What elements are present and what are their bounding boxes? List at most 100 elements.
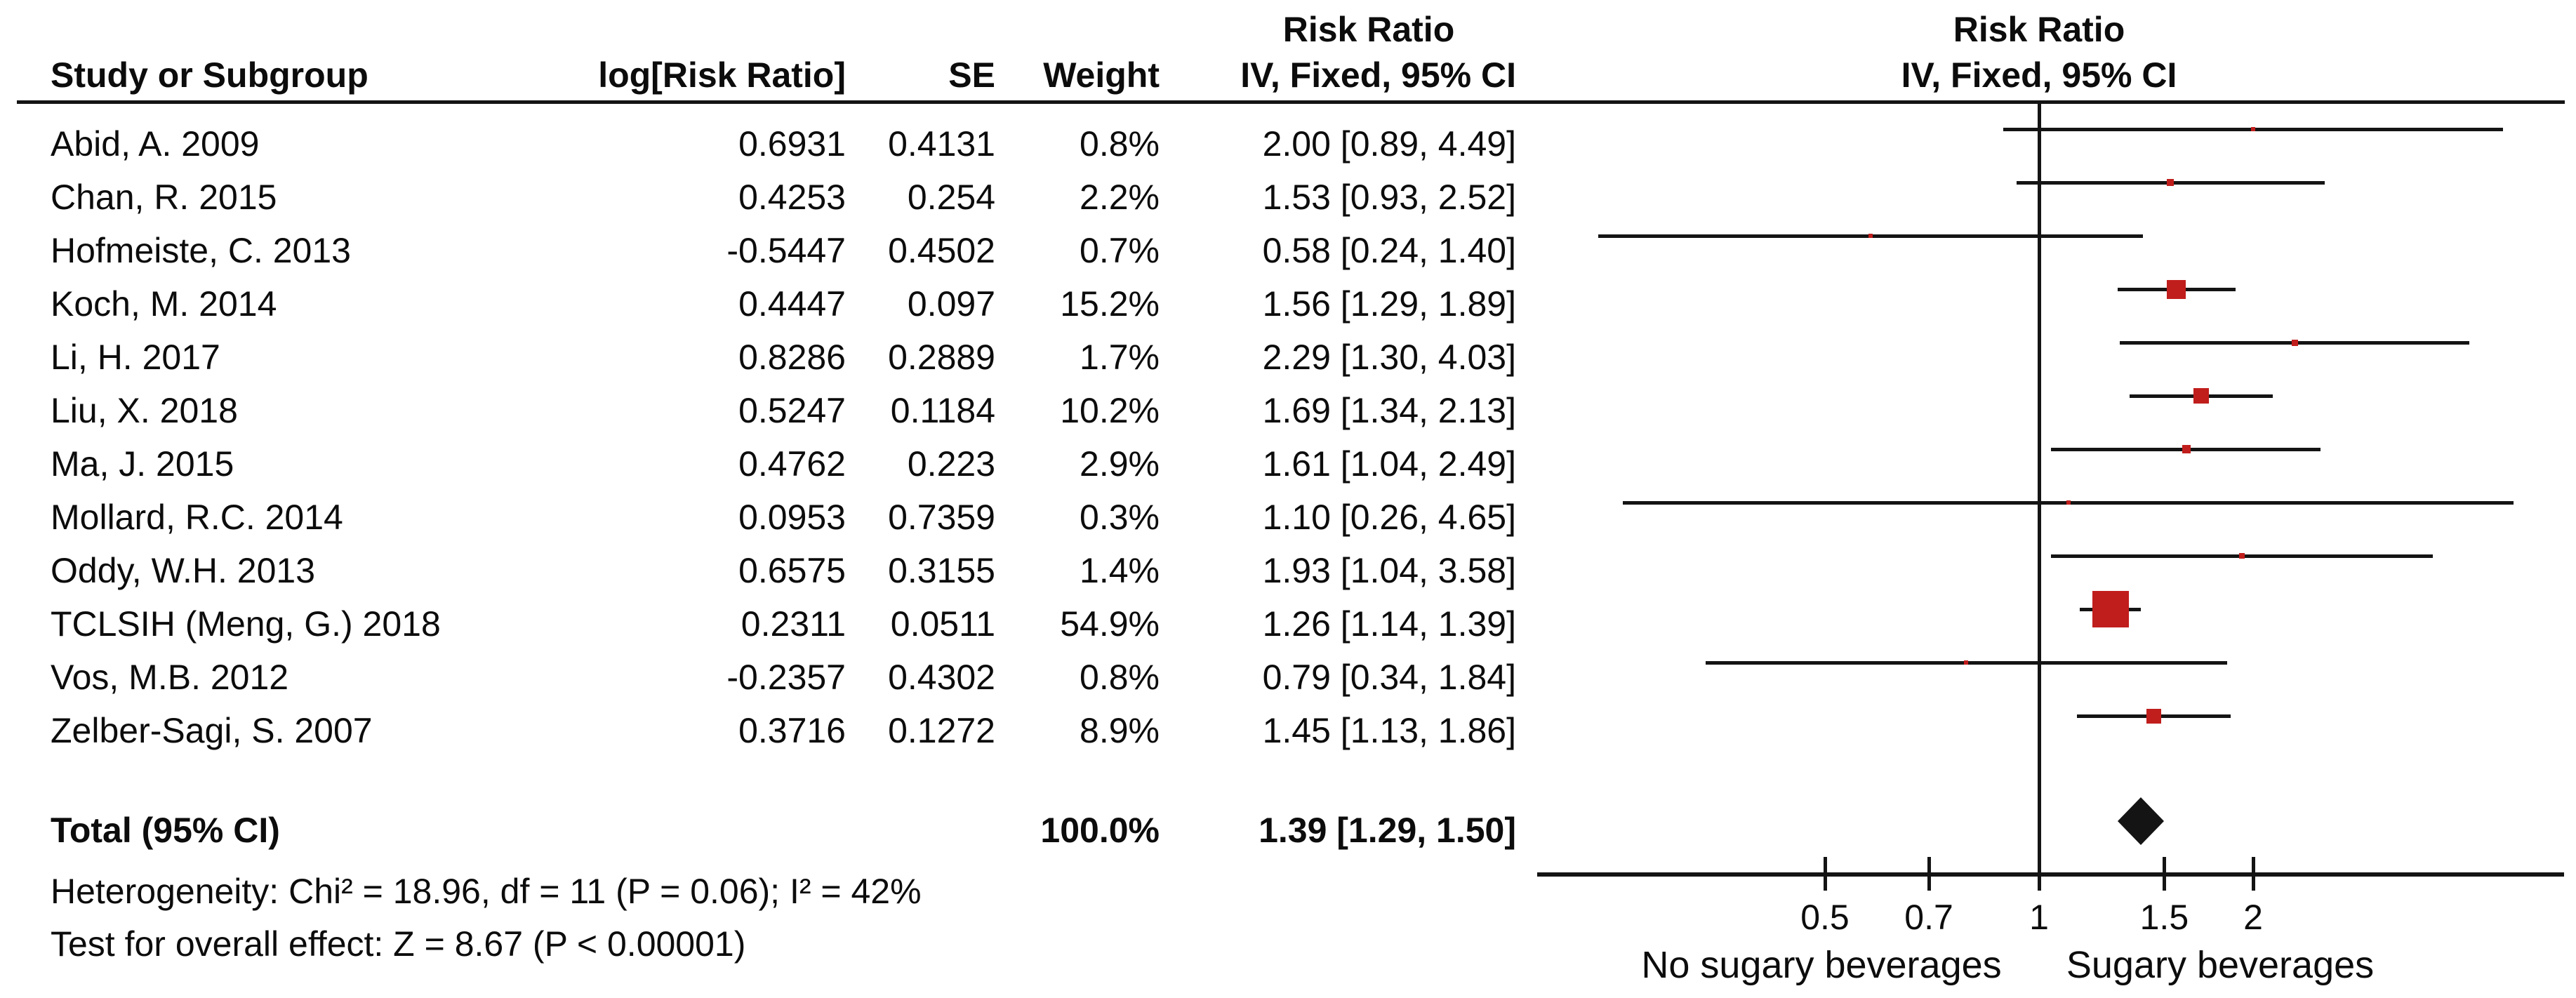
axis-tick — [1927, 857, 1932, 891]
weight-value: 8.9% — [1080, 711, 1160, 750]
se-value: 0.4302 — [888, 658, 995, 697]
log-rr-value: 0.4447 — [738, 284, 846, 324]
study-name: Zelber-Sagi, S. 2007 — [51, 711, 373, 750]
effect-square — [2167, 279, 2186, 299]
axis-tick-label: 2 — [2243, 898, 2263, 937]
log-rr-value: 0.4253 — [738, 178, 846, 217]
rr-ci-value: 2.00 [0.89, 4.49] — [1262, 124, 1516, 164]
axis-tick — [2163, 857, 2167, 891]
se-value: 0.7359 — [888, 498, 995, 537]
header-rule — [17, 100, 2565, 104]
rr-ci-value: 0.58 [0.24, 1.40] — [1262, 231, 1516, 270]
x-axis-line — [1537, 872, 2564, 877]
overall-effect-text: Test for overall effect: Z = 8.67 (P < 0… — [51, 924, 746, 964]
rr-ci-value: 2.29 [1.30, 4.03] — [1262, 338, 1516, 377]
axis-tick-label: 1.5 — [2139, 898, 2189, 937]
se-value: 0.0511 — [890, 604, 995, 644]
risk-ratio-header-right: Risk Ratio — [1953, 10, 2125, 49]
weight-column-header: Weight — [1043, 55, 1160, 95]
weight-value: 0.3% — [1080, 498, 1160, 537]
axis-tick-label: 0.5 — [1800, 898, 1850, 937]
study-name: Li, H. 2017 — [51, 338, 220, 377]
se-value: 0.223 — [907, 444, 995, 484]
effect-square — [2092, 591, 2129, 627]
axis-left-direction-label: No sugary beverages — [1641, 944, 2002, 986]
rr-ci-value: 1.56 [1.29, 1.89] — [1262, 284, 1516, 324]
log-rr-value: -0.5447 — [726, 231, 846, 270]
weight-value: 0.8% — [1080, 124, 1160, 164]
weight-value: 1.4% — [1080, 551, 1160, 590]
rr-ci-value: 1.53 [0.93, 2.52] — [1262, 178, 1516, 217]
se-value: 0.2889 — [888, 338, 995, 377]
logrr-column-header: log[Risk Ratio] — [598, 55, 846, 95]
weight-value: 2.9% — [1080, 444, 1160, 484]
risk-ratio-header-left: Risk Ratio — [1282, 10, 1455, 49]
weight-value: 0.7% — [1080, 231, 1160, 270]
se-value: 0.4131 — [888, 124, 995, 164]
weight-value: 10.2% — [1060, 391, 1160, 430]
total-label: Total (95% CI) — [51, 811, 280, 850]
null-effect-line — [2038, 104, 2041, 877]
study-name: Chan, R. 2015 — [51, 178, 277, 217]
axis-tick — [1824, 857, 1827, 891]
total-weight: 100.0% — [1040, 811, 1160, 850]
log-rr-value: 0.6575 — [738, 551, 846, 590]
study-name: Hofmeiste, C. 2013 — [51, 231, 351, 270]
study-name: Oddy, W.H. 2013 — [51, 551, 316, 590]
log-rr-value: 0.6931 — [738, 124, 846, 164]
effect-square — [1868, 234, 1873, 238]
effect-square — [1964, 660, 1969, 665]
study-column-header: Study or Subgroup — [51, 55, 369, 95]
weight-value: 54.9% — [1060, 604, 1160, 644]
weight-value: 0.8% — [1080, 658, 1160, 697]
effect-square — [2239, 553, 2245, 559]
log-rr-value: 0.3716 — [738, 711, 846, 750]
rr-ci-value: 1.45 [1.13, 1.86] — [1262, 711, 1516, 750]
effect-square — [2146, 708, 2161, 724]
log-rr-value: 0.8286 — [738, 338, 846, 377]
heterogeneity-text: Heterogeneity: Chi² = 18.96, df = 11 (P … — [51, 872, 922, 911]
study-name: Abid, A. 2009 — [51, 124, 260, 164]
se-column-header: SE — [948, 55, 995, 95]
log-rr-value: 0.2311 — [741, 604, 846, 644]
total-ci-value: 1.39 [1.29, 1.50] — [1259, 811, 1516, 850]
effect-square — [2167, 179, 2175, 186]
study-name: Mollard, R.C. 2014 — [51, 498, 343, 537]
axis-tick — [2038, 857, 2041, 891]
log-rr-value: -0.2357 — [726, 658, 846, 697]
rr-ci-value: 0.79 [0.34, 1.84] — [1262, 658, 1516, 697]
axis-tick-label: 0.7 — [1904, 898, 1953, 937]
study-name: Liu, X. 2018 — [51, 391, 238, 430]
log-rr-value: 0.4762 — [738, 444, 846, 484]
weight-value: 15.2% — [1060, 284, 1160, 324]
effect-square — [2066, 500, 2071, 505]
study-name: TCLSIH (Meng, G.) 2018 — [51, 604, 441, 644]
log-rr-value: 0.0953 — [738, 498, 846, 537]
weight-value: 1.7% — [1080, 338, 1160, 377]
study-name: Vos, M.B. 2012 — [51, 658, 289, 697]
effect-square — [2193, 388, 2209, 404]
rr-ci-value: 1.69 [1.34, 2.13] — [1262, 391, 1516, 430]
axis-right-direction-label: Sugary beverages — [2066, 944, 2375, 986]
study-name: Ma, J. 2015 — [51, 444, 234, 484]
summary-diamond — [2118, 797, 2164, 845]
log-rr-value: 0.5247 — [738, 391, 846, 430]
se-value: 0.3155 — [888, 551, 995, 590]
rr-ci-value: 1.10 [0.26, 4.65] — [1262, 498, 1516, 537]
se-value: 0.1184 — [890, 391, 995, 430]
effect-square — [2292, 339, 2299, 346]
se-value: 0.1272 — [888, 711, 995, 750]
rr-ci-value: 1.26 [1.14, 1.39] — [1262, 604, 1516, 644]
effect-square — [2250, 127, 2255, 131]
se-value: 0.4502 — [888, 231, 995, 270]
rr-ci-value: 1.93 [1.04, 3.58] — [1262, 551, 1516, 590]
study-name: Koch, M. 2014 — [51, 284, 277, 324]
se-value: 0.254 — [907, 178, 995, 217]
weight-value: 2.2% — [1080, 178, 1160, 217]
se-value: 0.097 — [907, 284, 995, 324]
axis-tick — [2251, 857, 2255, 891]
ci-column-header: IV, Fixed, 95% CI — [1240, 55, 1516, 95]
ci-plot-header: IV, Fixed, 95% CI — [1901, 55, 2177, 95]
effect-square — [2182, 445, 2191, 453]
